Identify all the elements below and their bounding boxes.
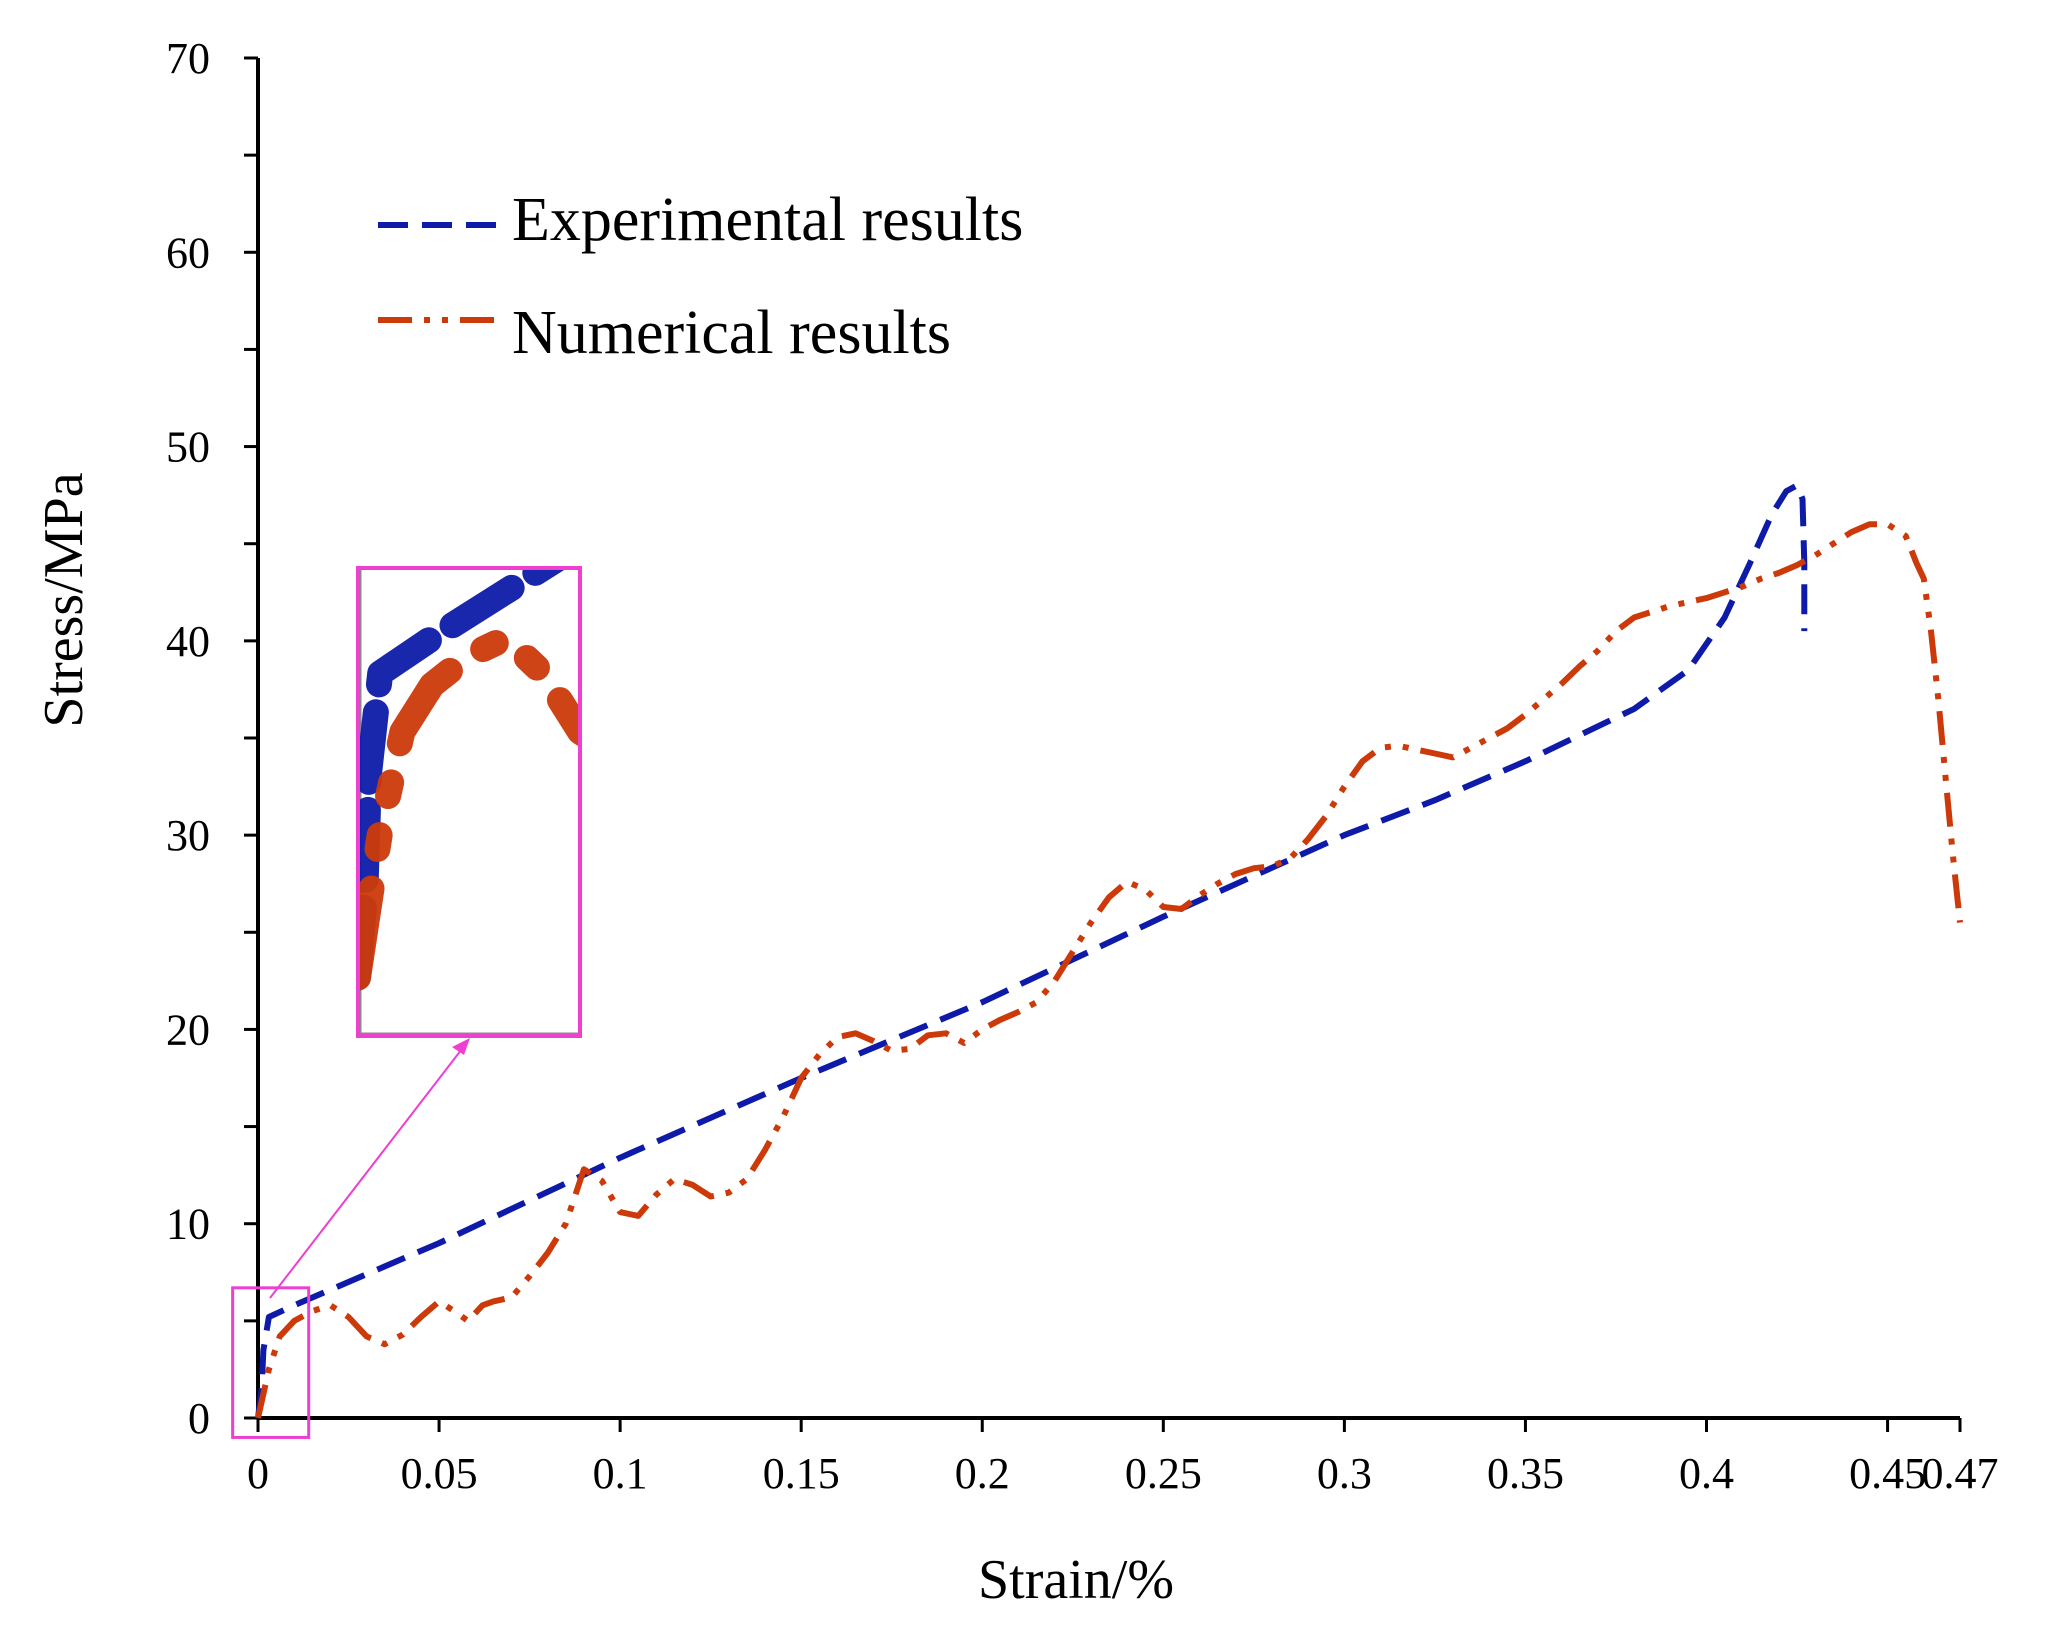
y-tick-label: 0 [188, 1394, 210, 1443]
y-tick-label: 70 [166, 34, 210, 83]
inset-series-numerical [358, 625, 580, 991]
y-tick-label: 10 [166, 1200, 210, 1249]
series-layer [255, 482, 1963, 1419]
x-tick-label: 0.1 [593, 1449, 648, 1498]
y-axis-ticks: 0 10 20 30 40 50 60 70 [166, 34, 258, 1443]
zoom-connector-line [269, 1044, 466, 1299]
y-tick-label: 60 [166, 228, 210, 277]
legend: Experimental results Numerical results [378, 186, 1023, 367]
legend-label-numerical: Numerical results [512, 299, 951, 367]
inset-series-experimental [358, 568, 568, 991]
zoom-source-box [231, 1286, 311, 1439]
y-tick-label: 30 [166, 811, 210, 860]
inset-frame [356, 566, 582, 1038]
x-tick-label: 0.05 [401, 1449, 478, 1498]
zoom-connector-arrowhead [452, 1038, 470, 1055]
y-tick-label: 20 [166, 1005, 210, 1054]
x-tick-label: 0.4 [1679, 1449, 1734, 1498]
x-tick-label: 0.35 [1487, 1449, 1564, 1498]
x-tick-label: 0.3 [1317, 1449, 1372, 1498]
x-tick-label: 0.25 [1125, 1449, 1202, 1498]
x-tick-label: 0.45 [1849, 1449, 1926, 1498]
x-axis-ticks: 0 0.05 0.1 0.15 0.2 0.25 0.3 0.35 0.4 0.450.47 [247, 1418, 1999, 1498]
y-tick-label: 40 [166, 617, 210, 666]
legend-label-experimental: Experimental results [512, 186, 1023, 254]
x-tick-label: 0.47 [1922, 1449, 1999, 1498]
y-tick-label: 50 [166, 423, 210, 472]
series-experimental-line [255, 482, 1808, 1419]
x-tick-label: 0.2 [955, 1449, 1010, 1498]
x-tick-label: 0.15 [763, 1449, 840, 1498]
x-tick-label: 0 [247, 1449, 269, 1498]
x-axis-title: Strain/% [978, 1549, 1174, 1611]
y-axis-title: Stress/MPa [33, 472, 95, 727]
